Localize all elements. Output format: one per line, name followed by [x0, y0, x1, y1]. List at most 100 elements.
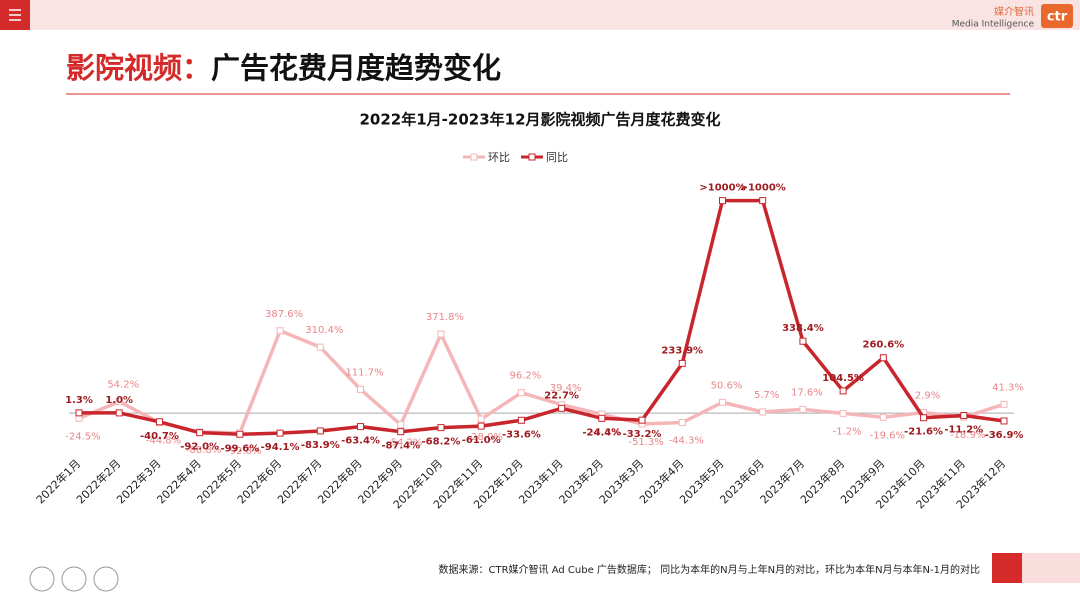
data-label: -1.2%: [833, 426, 862, 437]
data-label: -94.1%: [261, 442, 300, 453]
data-label: 371.8%: [426, 312, 464, 323]
point-marker: [477, 422, 485, 430]
point-marker: [196, 429, 204, 437]
data-label: 50.6%: [711, 380, 743, 391]
point-marker: [517, 389, 525, 397]
point-marker: [276, 327, 284, 335]
point-marker: [879, 354, 887, 362]
data-label: >1000%: [699, 183, 745, 194]
data-label: -51.3%: [628, 437, 663, 448]
data-label: -18.9%: [950, 430, 985, 441]
data-label: 54.2%: [107, 380, 139, 391]
data-label: 338.4%: [782, 323, 824, 334]
legend-label: 环比: [488, 151, 510, 164]
data-label: -61.0%: [462, 435, 501, 446]
point-marker: [115, 409, 123, 417]
legend-marker: [528, 153, 536, 161]
point-marker: [155, 418, 163, 426]
point-marker: [357, 423, 365, 431]
data-label: 260.6%: [863, 340, 905, 351]
point-marker: [598, 414, 606, 422]
point-marker: [960, 412, 968, 420]
point-marker: [437, 424, 445, 432]
source-note: 数据来源：CTR媒介智讯 Ad Cube 广告数据库； 同比为本年的N月与上年N…: [439, 563, 980, 576]
corner-block: [992, 553, 1022, 583]
point-marker: [276, 429, 284, 437]
point-marker: [558, 404, 566, 412]
data-label: 111.7%: [345, 367, 383, 378]
data-label: 387.6%: [265, 309, 303, 320]
corner-block-light: [1022, 553, 1080, 583]
data-label: 39.4%: [550, 383, 582, 394]
point-marker: [718, 398, 726, 406]
data-label: -92.8%: [226, 446, 261, 457]
point-marker: [920, 414, 928, 422]
legend-marker: [470, 153, 478, 161]
point-marker: [115, 398, 123, 406]
series-line: [78, 198, 1005, 437]
data-label: -92.0%: [180, 442, 219, 453]
data-label: -40.7%: [140, 431, 179, 442]
data-label: -63.4%: [341, 436, 380, 447]
data-label: -11.2%: [944, 425, 983, 436]
point-marker: [678, 359, 686, 367]
point-marker: [316, 343, 324, 351]
data-label: -4.8%: [591, 427, 620, 438]
data-label: -24.4%: [582, 427, 621, 438]
top-bar: [0, 0, 1080, 30]
point-marker: [316, 427, 324, 435]
data-label: 22.7%: [544, 390, 579, 401]
logo-mark: ctr: [1047, 10, 1068, 25]
data-label: -44.8%: [146, 436, 181, 447]
data-label: -68.2%: [422, 437, 461, 448]
data-label: -24.5%: [65, 431, 100, 442]
point-marker: [1000, 400, 1008, 408]
data-label: -88.8%: [186, 445, 221, 456]
logo-en: Media Intelligence: [952, 20, 1035, 30]
point-marker: [718, 197, 726, 205]
data-label: 2.9%: [915, 391, 940, 402]
point-marker: [678, 419, 686, 427]
data-label: 310.4%: [305, 325, 343, 336]
data-label: -19.6%: [870, 430, 905, 441]
chart-title: 2022年1月-2023年12月影院视频广告月度花费变化: [359, 111, 720, 129]
point-marker: [839, 409, 847, 417]
menu-icon: [9, 9, 21, 21]
point-marker: [638, 416, 646, 424]
point-marker: [517, 416, 525, 424]
data-label: 5.7%: [754, 390, 779, 401]
point-marker: [236, 430, 244, 438]
point-marker: [1000, 417, 1008, 425]
point-marker: [437, 330, 445, 338]
point-marker: [357, 385, 365, 393]
point-marker: [879, 413, 887, 421]
legend-label: 同比: [546, 151, 568, 164]
point-marker: [477, 415, 485, 423]
logo-cn: 媒介智讯: [994, 5, 1034, 18]
data-label: 1.0%: [105, 395, 133, 406]
data-label: -33.2%: [623, 429, 662, 440]
point-marker: [799, 337, 807, 345]
point-marker: [759, 197, 767, 205]
point-marker: [839, 387, 847, 395]
point-marker: [397, 428, 405, 436]
cert-badges: [29, 566, 119, 592]
slide-title: 影院视频：广告花费月度趋势变化: [66, 51, 501, 85]
point-marker: [397, 421, 405, 429]
data-label: 1.3%: [65, 395, 93, 406]
data-label: -36.9%: [985, 430, 1024, 441]
point-marker: [75, 409, 83, 417]
data-label: -33.6%: [502, 429, 541, 440]
logo-box: [1041, 4, 1073, 28]
slide-title-rest: 广告花费月度趋势变化: [211, 51, 501, 85]
point-marker: [799, 405, 807, 413]
slide-title-highlight: 影院视频：: [66, 51, 211, 85]
data-label: 104.5%: [822, 373, 864, 384]
data-label: >1000%: [740, 183, 786, 194]
point-marker: [759, 408, 767, 416]
data-label: 41.3%: [992, 382, 1024, 393]
data-label: -28.0%: [467, 432, 502, 443]
data-label: 96.2%: [510, 371, 542, 382]
